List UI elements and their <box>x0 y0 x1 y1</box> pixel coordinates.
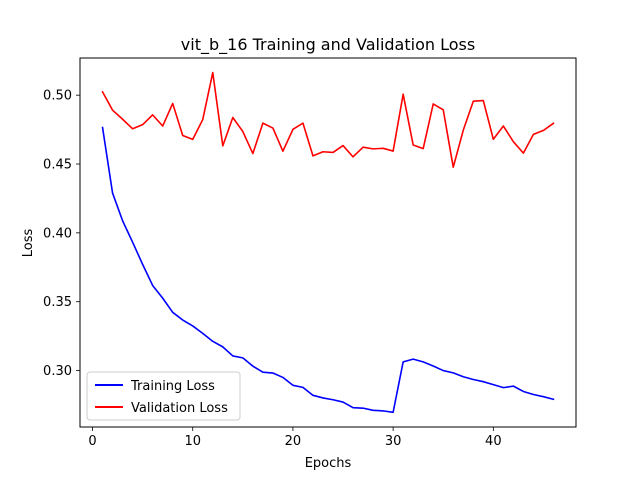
y-axis-label: Loss <box>21 229 36 258</box>
legend-box <box>86 371 241 421</box>
y-axis-ticks: 0.30 0.35 0.40 0.45 0.50 <box>43 89 80 379</box>
x-tick-label: 40 <box>485 434 502 449</box>
x-tick-label: 0 <box>88 434 96 449</box>
y-tick-label: 0.40 <box>43 226 72 241</box>
x-axis-label: Epochs <box>305 456 352 471</box>
y-tick-label: 0.50 <box>43 89 72 104</box>
legend-label-training-loss: Training Loss <box>130 379 215 394</box>
x-axis-ticks: 0 10 20 30 40 <box>88 427 502 449</box>
series-layer <box>101 71 555 414</box>
x-tick-label: 10 <box>184 434 201 449</box>
axes-frame <box>79 57 577 428</box>
chart-title: vit_b_16 Training and Validation Loss <box>181 35 475 55</box>
x-tick-label: 20 <box>285 434 302 449</box>
plot-area <box>79 57 577 428</box>
x-tick-label: 30 <box>385 434 402 449</box>
y-tick-label: 0.45 <box>43 158 72 173</box>
legend-label-validation-loss: Validation Loss <box>131 401 228 416</box>
series-line-validation-loss <box>101 71 555 168</box>
series-line-training-loss <box>101 126 555 414</box>
y-tick-label: 0.30 <box>43 364 72 379</box>
y-tick-label: 0.35 <box>43 295 72 310</box>
legend: Training Loss Validation Loss <box>86 371 241 421</box>
